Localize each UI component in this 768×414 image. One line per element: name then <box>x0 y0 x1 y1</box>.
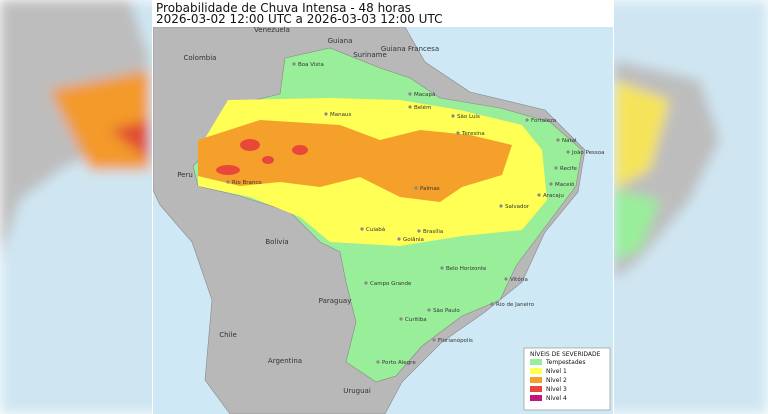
city-label: Macapá <box>414 91 435 98</box>
country-label: Peru <box>177 171 193 179</box>
city-label: Belo Horizonte <box>446 266 487 272</box>
city-label: Manaus <box>330 112 351 118</box>
city-dot <box>549 182 553 186</box>
legend: NÍVEIS DE SEVERIDADE Tempestades Nível 1 N… <box>523 347 611 411</box>
legend-swatch <box>530 395 542 401</box>
city-label: Cuiabá <box>366 226 385 233</box>
city-dot <box>451 114 455 118</box>
legend-swatch <box>530 377 542 383</box>
city-dot <box>556 138 560 142</box>
country-label: Suriname <box>353 51 387 59</box>
country-label: Venezuela <box>254 26 290 34</box>
city-label: Fortaleza <box>531 118 556 124</box>
city-dot <box>554 166 558 170</box>
city-dot <box>525 118 529 122</box>
city-label: Curitiba <box>405 317 427 323</box>
city-dot <box>364 281 368 285</box>
city-dot <box>490 302 494 306</box>
city-label: Maceió <box>555 181 575 188</box>
city-dot <box>408 92 412 96</box>
country-label: Paraguay <box>319 297 352 305</box>
city-dot <box>504 277 508 281</box>
legend-swatch <box>530 368 542 374</box>
city-dot <box>399 317 403 321</box>
city-label: Campo Grande <box>370 281 412 287</box>
city-dot <box>226 180 230 184</box>
city-dot <box>440 266 444 270</box>
city-dot <box>397 237 401 241</box>
city-label: Vitória <box>510 276 528 283</box>
country-label: Guiana Francesa <box>381 45 439 53</box>
city-dot <box>432 338 436 342</box>
city-label: Palmas <box>420 186 440 192</box>
legend-label: Nível 3 <box>546 386 567 393</box>
city-label: Goiânia <box>403 236 424 243</box>
legend-title: NÍVEIS DE SEVERIDADE <box>530 351 601 358</box>
city-label: Salvador <box>505 204 530 210</box>
period: 2026-03-02 12:00 UTC a 2026-03-03 12:00 … <box>156 12 442 26</box>
country-label: Uruguai <box>343 387 371 395</box>
city-dot <box>408 105 412 109</box>
city-label: Belém <box>414 104 431 111</box>
city-dot <box>414 186 418 190</box>
country-label: Bolivia <box>265 238 288 246</box>
legend-label: Tempestades <box>545 359 585 366</box>
city-dot <box>537 193 541 197</box>
city-dot <box>499 204 503 208</box>
city-label: Aracaju <box>543 193 564 199</box>
city-label: João Pessoa <box>571 150 604 156</box>
city-dot <box>360 227 364 231</box>
legend-label: Nível 1 <box>546 368 567 375</box>
country-label: Argentina <box>268 357 302 365</box>
city-label: São Luís <box>457 113 480 120</box>
city-dot <box>456 131 460 135</box>
city-label: Recife <box>560 166 577 172</box>
city-label: Florianópolis <box>438 337 473 344</box>
country-label: Guiana <box>328 37 353 45</box>
country-label: Colombia <box>184 54 217 62</box>
city-label: Rio Branco <box>232 180 262 186</box>
city-label: Natal <box>562 138 577 144</box>
city-label: Teresina <box>461 131 485 137</box>
legend-swatch <box>530 359 542 365</box>
legend-label: Nível 2 <box>546 377 567 384</box>
title: Probabilidade de Chuva Intensa - 48 hora… <box>156 1 411 15</box>
city-label: Porto Alegre <box>382 360 416 366</box>
city-dot <box>566 150 570 154</box>
city-label: Brasília <box>423 228 443 235</box>
legend-swatch <box>530 386 542 392</box>
city-dot <box>324 112 328 116</box>
city-dot <box>376 360 380 364</box>
city-label: São Paulo <box>433 308 460 314</box>
city-label: Rio de Janeiro <box>496 302 535 308</box>
city-dot <box>417 229 421 233</box>
country-label: Chile <box>219 331 237 339</box>
city-dot <box>292 62 296 66</box>
city-dot <box>427 308 431 312</box>
city-label: Boa Vista <box>298 62 324 68</box>
legend-label: Nível 4 <box>546 395 567 402</box>
